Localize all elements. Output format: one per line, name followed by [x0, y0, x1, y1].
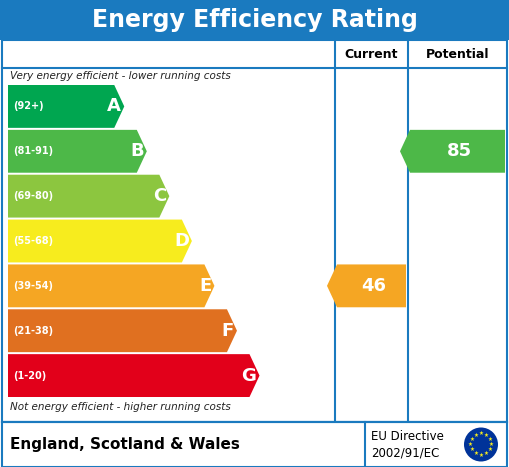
Polygon shape: [8, 85, 124, 128]
Polygon shape: [8, 264, 214, 307]
Text: D: D: [174, 232, 189, 250]
Text: ★: ★: [468, 442, 473, 447]
Text: Current: Current: [345, 48, 398, 61]
Text: ★: ★: [484, 451, 489, 456]
Text: ★: ★: [469, 437, 474, 442]
Polygon shape: [8, 130, 147, 173]
Bar: [2, 422, 507, 467]
Text: A: A: [107, 98, 121, 115]
Polygon shape: [327, 264, 406, 307]
Text: ★: ★: [473, 433, 478, 438]
Text: ★: ★: [488, 437, 493, 442]
Text: 46: 46: [361, 277, 386, 295]
Text: F: F: [222, 322, 234, 340]
Text: (92+): (92+): [13, 101, 44, 112]
Polygon shape: [400, 130, 505, 173]
Polygon shape: [8, 354, 260, 397]
Bar: [2, 40, 507, 422]
Text: ★: ★: [488, 447, 493, 452]
Text: G: G: [242, 367, 257, 384]
Text: ★: ★: [478, 432, 484, 437]
Text: Energy Efficiency Rating: Energy Efficiency Rating: [92, 8, 417, 32]
Text: 85: 85: [447, 142, 472, 160]
Text: (55-68): (55-68): [13, 236, 53, 246]
Text: (21-38): (21-38): [13, 325, 53, 336]
Text: E: E: [199, 277, 211, 295]
Text: EU Directive: EU Directive: [371, 431, 444, 443]
Text: Potential: Potential: [426, 48, 489, 61]
Text: ★: ★: [478, 453, 484, 458]
Text: B: B: [130, 142, 144, 160]
Text: (69-80): (69-80): [13, 191, 53, 201]
Bar: [0, 0, 509, 40]
Text: ★: ★: [473, 451, 478, 456]
Circle shape: [464, 427, 498, 461]
Text: 2002/91/EC: 2002/91/EC: [371, 447, 439, 460]
Text: (39-54): (39-54): [13, 281, 53, 291]
Text: C: C: [153, 187, 166, 205]
Text: (1-20): (1-20): [13, 371, 46, 381]
Polygon shape: [8, 219, 192, 262]
Text: England, Scotland & Wales: England, Scotland & Wales: [10, 437, 240, 452]
Text: ★: ★: [489, 442, 494, 447]
Text: Not energy efficient - higher running costs: Not energy efficient - higher running co…: [10, 402, 231, 412]
Text: (81-91): (81-91): [13, 146, 53, 156]
Polygon shape: [8, 309, 237, 352]
Text: ★: ★: [484, 433, 489, 438]
Polygon shape: [8, 175, 169, 218]
Text: ★: ★: [469, 447, 474, 452]
Text: Very energy efficient - lower running costs: Very energy efficient - lower running co…: [10, 71, 231, 81]
